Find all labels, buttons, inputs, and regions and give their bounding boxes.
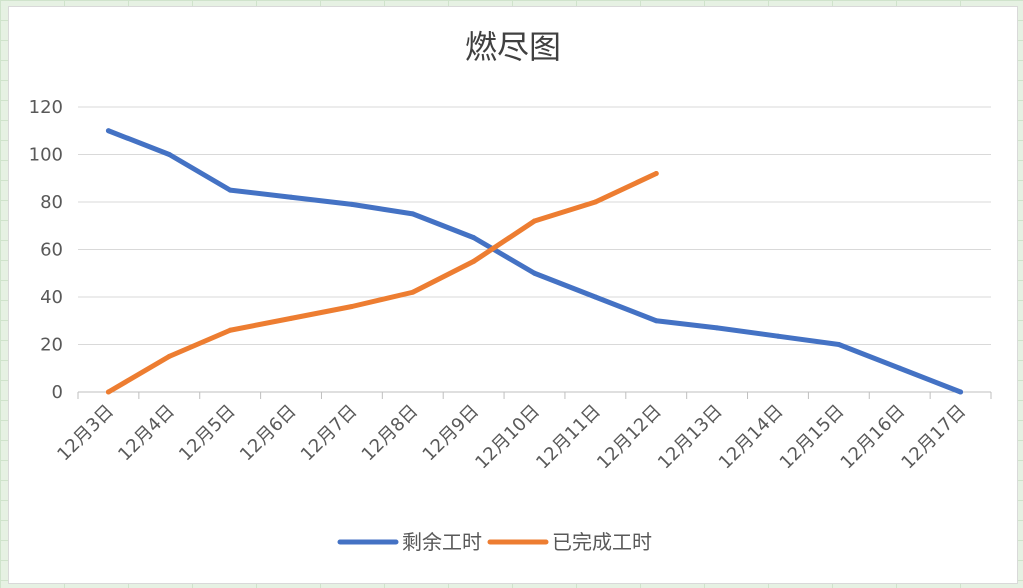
x-tick-label: 12月3日 xyxy=(53,401,118,466)
y-axis-ticks: 0 20 40 60 80 100 120 xyxy=(29,97,63,403)
legend-label: 已完成工时 xyxy=(552,530,652,554)
data-point[interactable] xyxy=(410,289,416,295)
data-point[interactable] xyxy=(714,325,720,331)
data-point[interactable] xyxy=(105,389,111,395)
x-tick-label: 12月10日 xyxy=(471,401,544,474)
y-tick-label: 100 xyxy=(29,145,63,166)
data-point[interactable] xyxy=(897,365,903,371)
x-tick-label: 12月16日 xyxy=(837,401,910,474)
x-tick-label: 12月7日 xyxy=(297,401,362,466)
x-axis-ticks: 12月3日12月4日12月5日12月6日12月7日12月8日12月9日12月10… xyxy=(53,401,970,474)
data-point[interactable] xyxy=(592,199,598,205)
data-point[interactable] xyxy=(288,315,294,321)
y-tick-label: 80 xyxy=(40,192,63,213)
data-point[interactable] xyxy=(653,318,659,324)
series-line-completed[interactable] xyxy=(105,171,659,395)
data-point[interactable] xyxy=(532,270,537,276)
x-tick-label: 12月12日 xyxy=(593,401,666,474)
y-tick-label: 120 xyxy=(29,97,63,118)
data-point[interactable] xyxy=(349,201,355,207)
data-point[interactable] xyxy=(105,128,111,134)
x-tick-label: 12月4日 xyxy=(114,401,179,466)
data-point[interactable] xyxy=(471,235,477,241)
data-point[interactable] xyxy=(410,211,416,217)
y-tick-label: 60 xyxy=(40,240,63,261)
data-point[interactable] xyxy=(166,353,172,359)
data-point[interactable] xyxy=(227,187,233,193)
y-tick-label: 20 xyxy=(40,335,63,356)
data-point[interactable] xyxy=(775,333,781,339)
series-line-remaining[interactable] xyxy=(105,128,964,395)
x-tick-label: 12月5日 xyxy=(175,401,240,466)
x-tick-label: 12月14日 xyxy=(715,401,788,474)
x-tick-label: 12月6日 xyxy=(236,401,301,466)
series-lines xyxy=(105,128,964,395)
x-tick-label: 12月17日 xyxy=(897,401,970,474)
chart-title: 燃尽图 xyxy=(465,28,561,66)
data-point[interactable] xyxy=(653,171,659,176)
y-tick-label: 0 xyxy=(52,382,63,403)
legend: 剩余工时 已完成工时 xyxy=(337,530,652,554)
data-point[interactable] xyxy=(349,304,355,309)
data-point[interactable] xyxy=(227,327,233,333)
data-point[interactable] xyxy=(288,194,294,200)
y-tick-label: 40 xyxy=(40,287,63,308)
legend-label: 剩余工时 xyxy=(402,530,482,554)
data-point[interactable] xyxy=(836,342,842,347)
data-point[interactable] xyxy=(592,294,598,300)
x-tick-label: 12月8日 xyxy=(358,401,423,466)
data-point[interactable] xyxy=(471,258,477,264)
gridlines xyxy=(78,106,991,345)
data-point[interactable] xyxy=(166,152,172,157)
data-point[interactable] xyxy=(532,218,537,224)
x-tick-label: 12月13日 xyxy=(654,401,727,474)
x-tick-label: 12月15日 xyxy=(776,401,849,474)
data-point[interactable] xyxy=(958,389,964,395)
x-tick-label: 12月11日 xyxy=(532,401,605,474)
chart-area[interactable] xyxy=(8,6,1018,584)
x-axis xyxy=(77,391,992,399)
